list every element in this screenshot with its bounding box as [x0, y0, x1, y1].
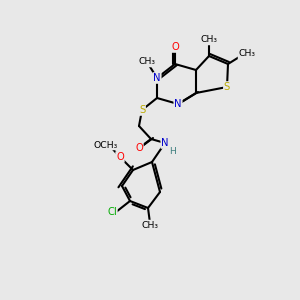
Text: O: O	[171, 42, 179, 52]
Text: N: N	[153, 73, 161, 83]
Text: N: N	[161, 138, 169, 148]
Text: Cl: Cl	[107, 207, 117, 217]
Text: CH₃: CH₃	[200, 35, 218, 44]
Text: S: S	[139, 105, 145, 115]
Text: CH₃: CH₃	[139, 58, 155, 67]
Text: H: H	[169, 148, 176, 157]
Text: S: S	[224, 82, 230, 92]
Text: N: N	[174, 99, 182, 109]
Text: OCH₃: OCH₃	[94, 140, 118, 149]
Text: CH₃: CH₃	[142, 220, 158, 230]
Text: O: O	[116, 152, 124, 162]
Text: CH₃: CH₃	[238, 50, 256, 58]
Text: O: O	[135, 143, 143, 153]
